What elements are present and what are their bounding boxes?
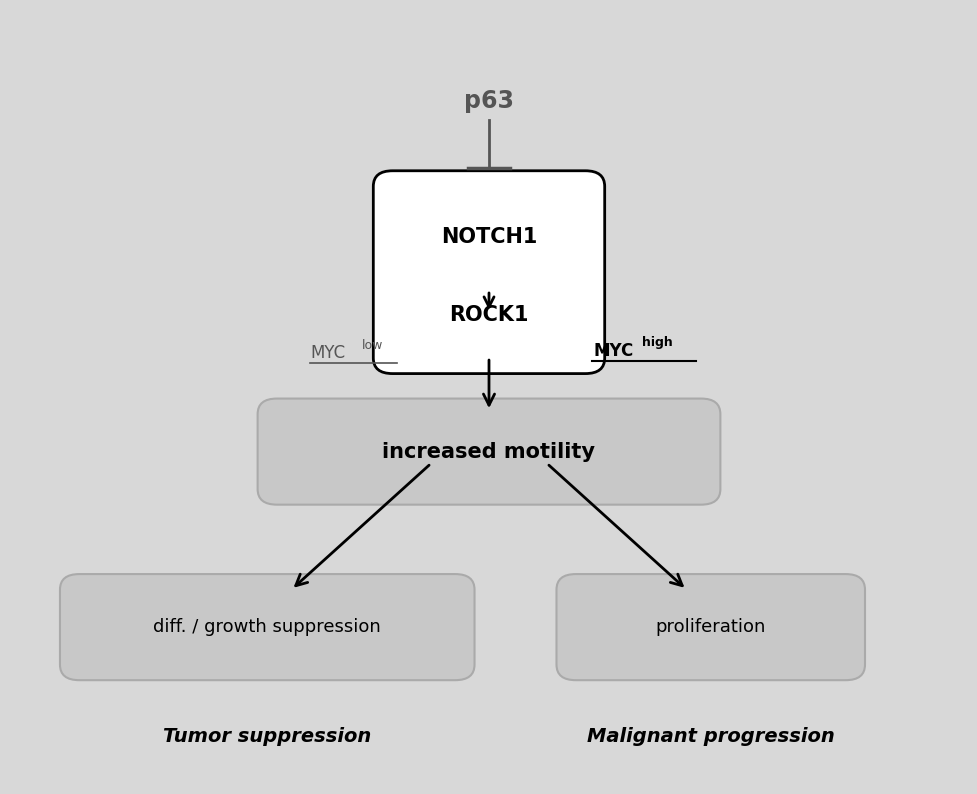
FancyBboxPatch shape xyxy=(60,574,474,680)
Text: diff. / growth suppression: diff. / growth suppression xyxy=(153,619,381,636)
Text: proliferation: proliferation xyxy=(655,619,765,636)
FancyBboxPatch shape xyxy=(556,574,864,680)
FancyBboxPatch shape xyxy=(373,171,604,374)
FancyBboxPatch shape xyxy=(257,399,720,505)
Text: Tumor suppression: Tumor suppression xyxy=(163,727,371,746)
Text: low: low xyxy=(361,339,383,352)
Text: high: high xyxy=(642,336,672,349)
Text: ROCK1: ROCK1 xyxy=(448,305,529,325)
Text: NOTCH1: NOTCH1 xyxy=(441,227,536,247)
Text: MYC: MYC xyxy=(592,341,633,360)
Text: p63: p63 xyxy=(463,89,514,113)
Text: Malignant progression: Malignant progression xyxy=(586,727,833,746)
Text: increased motility: increased motility xyxy=(382,441,595,461)
Text: MYC: MYC xyxy=(311,344,346,362)
